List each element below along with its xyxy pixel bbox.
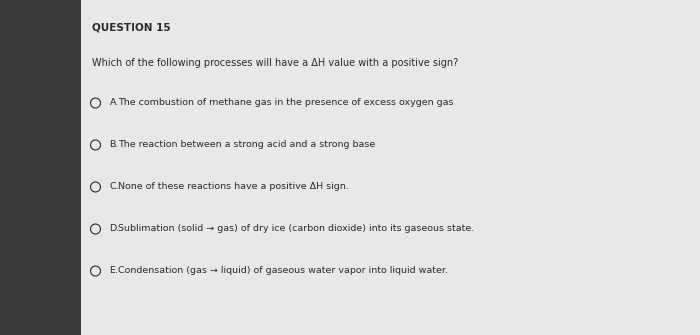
Text: Condensation (gas → liquid) of gaseous water vapor into liquid water.: Condensation (gas → liquid) of gaseous w… xyxy=(118,266,449,275)
Text: Which of the following processes will have a ΔH value with a positive sign?: Which of the following processes will ha… xyxy=(92,58,458,68)
Text: B.: B. xyxy=(109,140,119,149)
Bar xyxy=(0,0,80,335)
Text: The combustion of methane gas in the presence of excess oxygen gas: The combustion of methane gas in the pre… xyxy=(118,98,454,107)
Text: C.: C. xyxy=(109,182,119,191)
Text: QUESTION 15: QUESTION 15 xyxy=(92,22,171,32)
Bar xyxy=(80,0,700,335)
Text: The reaction between a strong acid and a strong base: The reaction between a strong acid and a… xyxy=(118,140,376,149)
Text: D.: D. xyxy=(109,224,120,233)
Text: None of these reactions have a positive ΔH sign.: None of these reactions have a positive … xyxy=(118,182,349,191)
Text: E.: E. xyxy=(109,266,118,275)
Text: Sublimation (solid → gas) of dry ice (carbon dioxide) into its gaseous state.: Sublimation (solid → gas) of dry ice (ca… xyxy=(118,224,475,233)
Text: A.: A. xyxy=(109,98,119,107)
